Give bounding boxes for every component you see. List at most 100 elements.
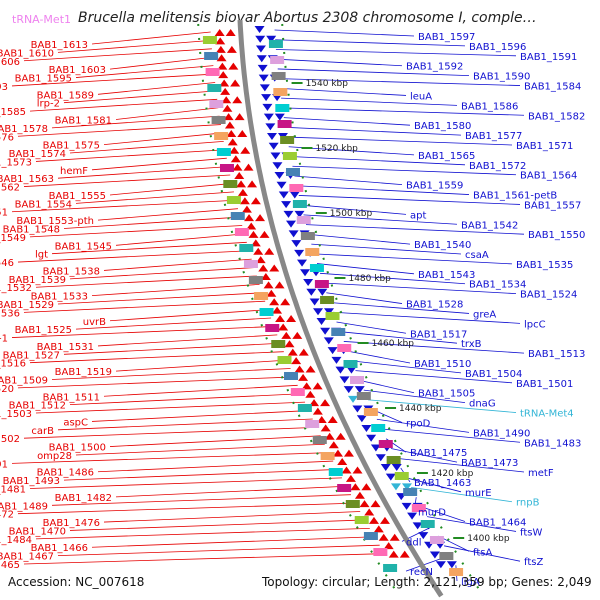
gene-label-right: BAB1_1561-petB <box>473 191 557 202</box>
gene-label-right: BAB1_1540 <box>414 240 471 251</box>
cog-block-left <box>383 564 398 572</box>
gene-feature-forward <box>226 45 237 53</box>
gene-label-left: BAB1_1610 <box>0 48 54 59</box>
gene-feature-forward <box>259 230 270 238</box>
gene-label-left: lgt <box>35 250 48 261</box>
callout-right <box>363 389 466 404</box>
gene-label-right: BAB1_1564 <box>520 171 577 182</box>
callout-left <box>109 309 269 322</box>
gene-feature-reverse <box>261 94 272 102</box>
gene-label-left: BAB1_1525 <box>15 325 72 336</box>
gene-label-left: BAB1_1575 <box>43 141 100 152</box>
gene-label-right: recN <box>410 567 433 578</box>
callout-right <box>326 292 403 304</box>
scale-label: 1480 kbp <box>348 274 391 284</box>
gene-label-left: aspC <box>63 417 88 428</box>
cog-block-right <box>305 248 320 256</box>
gene-label-left: BAB1_1531 <box>37 342 94 353</box>
gene-feature-reverse <box>401 483 412 491</box>
gene-feature-forward <box>222 104 233 112</box>
cog-block-right <box>449 568 464 576</box>
callout-right <box>308 233 411 245</box>
gene-feature-reverse <box>276 181 287 189</box>
gene-feature-forward <box>243 163 254 171</box>
gene-feature-forward <box>239 197 250 205</box>
gene-feature-forward <box>359 500 370 508</box>
callout-left <box>23 300 266 313</box>
backbone-line <box>237 19 444 598</box>
callout-left <box>91 536 375 548</box>
cog-block-left <box>373 548 388 556</box>
gene-feature-forward <box>266 289 277 297</box>
callout-right <box>282 107 525 116</box>
gene-feature-forward <box>227 138 238 146</box>
gene-label-right: ftsW <box>520 527 542 538</box>
gene-feature-forward <box>305 390 316 398</box>
gene-label-right: BAB1_1592 <box>406 62 463 73</box>
gene-feature-reverse <box>259 84 270 92</box>
cog-block-left <box>211 116 226 124</box>
gene-feature-reverse <box>323 337 334 345</box>
gene-label-right: BAB1_1565 <box>418 151 475 162</box>
gene-feature-reverse <box>331 356 342 364</box>
callout-left <box>51 368 291 380</box>
gene-feature-reverse <box>391 463 402 471</box>
callout-left <box>69 393 302 406</box>
callout-left <box>11 326 275 338</box>
callout-left <box>35 149 226 162</box>
gene-feature-reverse <box>327 347 338 355</box>
topology-label: Topology: circular; Length: 2,121,359 bp… <box>262 575 592 589</box>
gene-feature-forward <box>221 96 232 104</box>
cog-block-left <box>216 148 231 156</box>
callout-left <box>17 502 356 515</box>
gene-label-right: BAB1_1577 <box>465 131 522 142</box>
cog-block-right <box>386 456 401 464</box>
cog-block-left <box>328 468 343 476</box>
gene-feature-reverse <box>270 152 281 160</box>
gene-feature-reverse <box>266 133 277 141</box>
callout-left <box>115 485 347 498</box>
gene-label-left: BAB1_1539 <box>9 275 66 286</box>
gene-feature-forward <box>378 533 389 541</box>
callout-left <box>23 174 231 187</box>
gene-feature-reverse <box>257 64 268 72</box>
callout-left <box>109 56 213 70</box>
gene-label-right: BAB1_1557 <box>524 200 581 211</box>
gene-label-right: ftsZ <box>524 557 543 568</box>
callout-right <box>301 204 407 215</box>
gene-feature-reverse <box>263 113 274 121</box>
gene-feature-forward <box>218 71 229 79</box>
genome-backbone <box>197 19 483 598</box>
gene-feature-forward <box>350 483 361 491</box>
scale-label: 1420 kbp <box>431 469 474 479</box>
map-header: tRNA-Met1 Brucella melitensis biovar Abo… <box>0 0 600 34</box>
gene-feature-forward <box>368 516 379 524</box>
callout-right <box>367 399 517 413</box>
callout-left <box>57 544 380 557</box>
gene-label-right: ftsA <box>473 547 492 558</box>
gene-feature-reverse <box>313 308 324 316</box>
gene-label-right: BAB1_1535 <box>516 260 573 271</box>
gene-feature-reverse <box>306 288 317 296</box>
gene-feature-forward <box>284 340 295 348</box>
callout-right <box>294 175 403 186</box>
gene-feature-forward <box>229 146 240 154</box>
callout-right <box>275 49 517 57</box>
cog-block-right <box>420 520 435 528</box>
gene-feature-forward <box>237 129 248 137</box>
gene-label-left: BAB1_1482 <box>55 493 112 504</box>
gene-feature-forward <box>320 424 331 432</box>
cog-block-left <box>234 228 249 236</box>
gene-feature-reverse <box>297 259 308 267</box>
gene-feature-reverse <box>272 162 283 170</box>
gene-feature-reverse <box>303 279 314 287</box>
cog-block-left <box>239 244 254 252</box>
cog-block-right <box>275 104 290 112</box>
cog-block-right <box>285 168 300 176</box>
gene-label-left: BAB1_1548 <box>3 225 60 236</box>
callout-left <box>63 342 281 355</box>
gene-feature-forward <box>312 382 323 390</box>
gene-feature-forward <box>294 365 305 373</box>
gene-feature-forward <box>247 180 258 188</box>
cog-block-left <box>305 420 320 428</box>
